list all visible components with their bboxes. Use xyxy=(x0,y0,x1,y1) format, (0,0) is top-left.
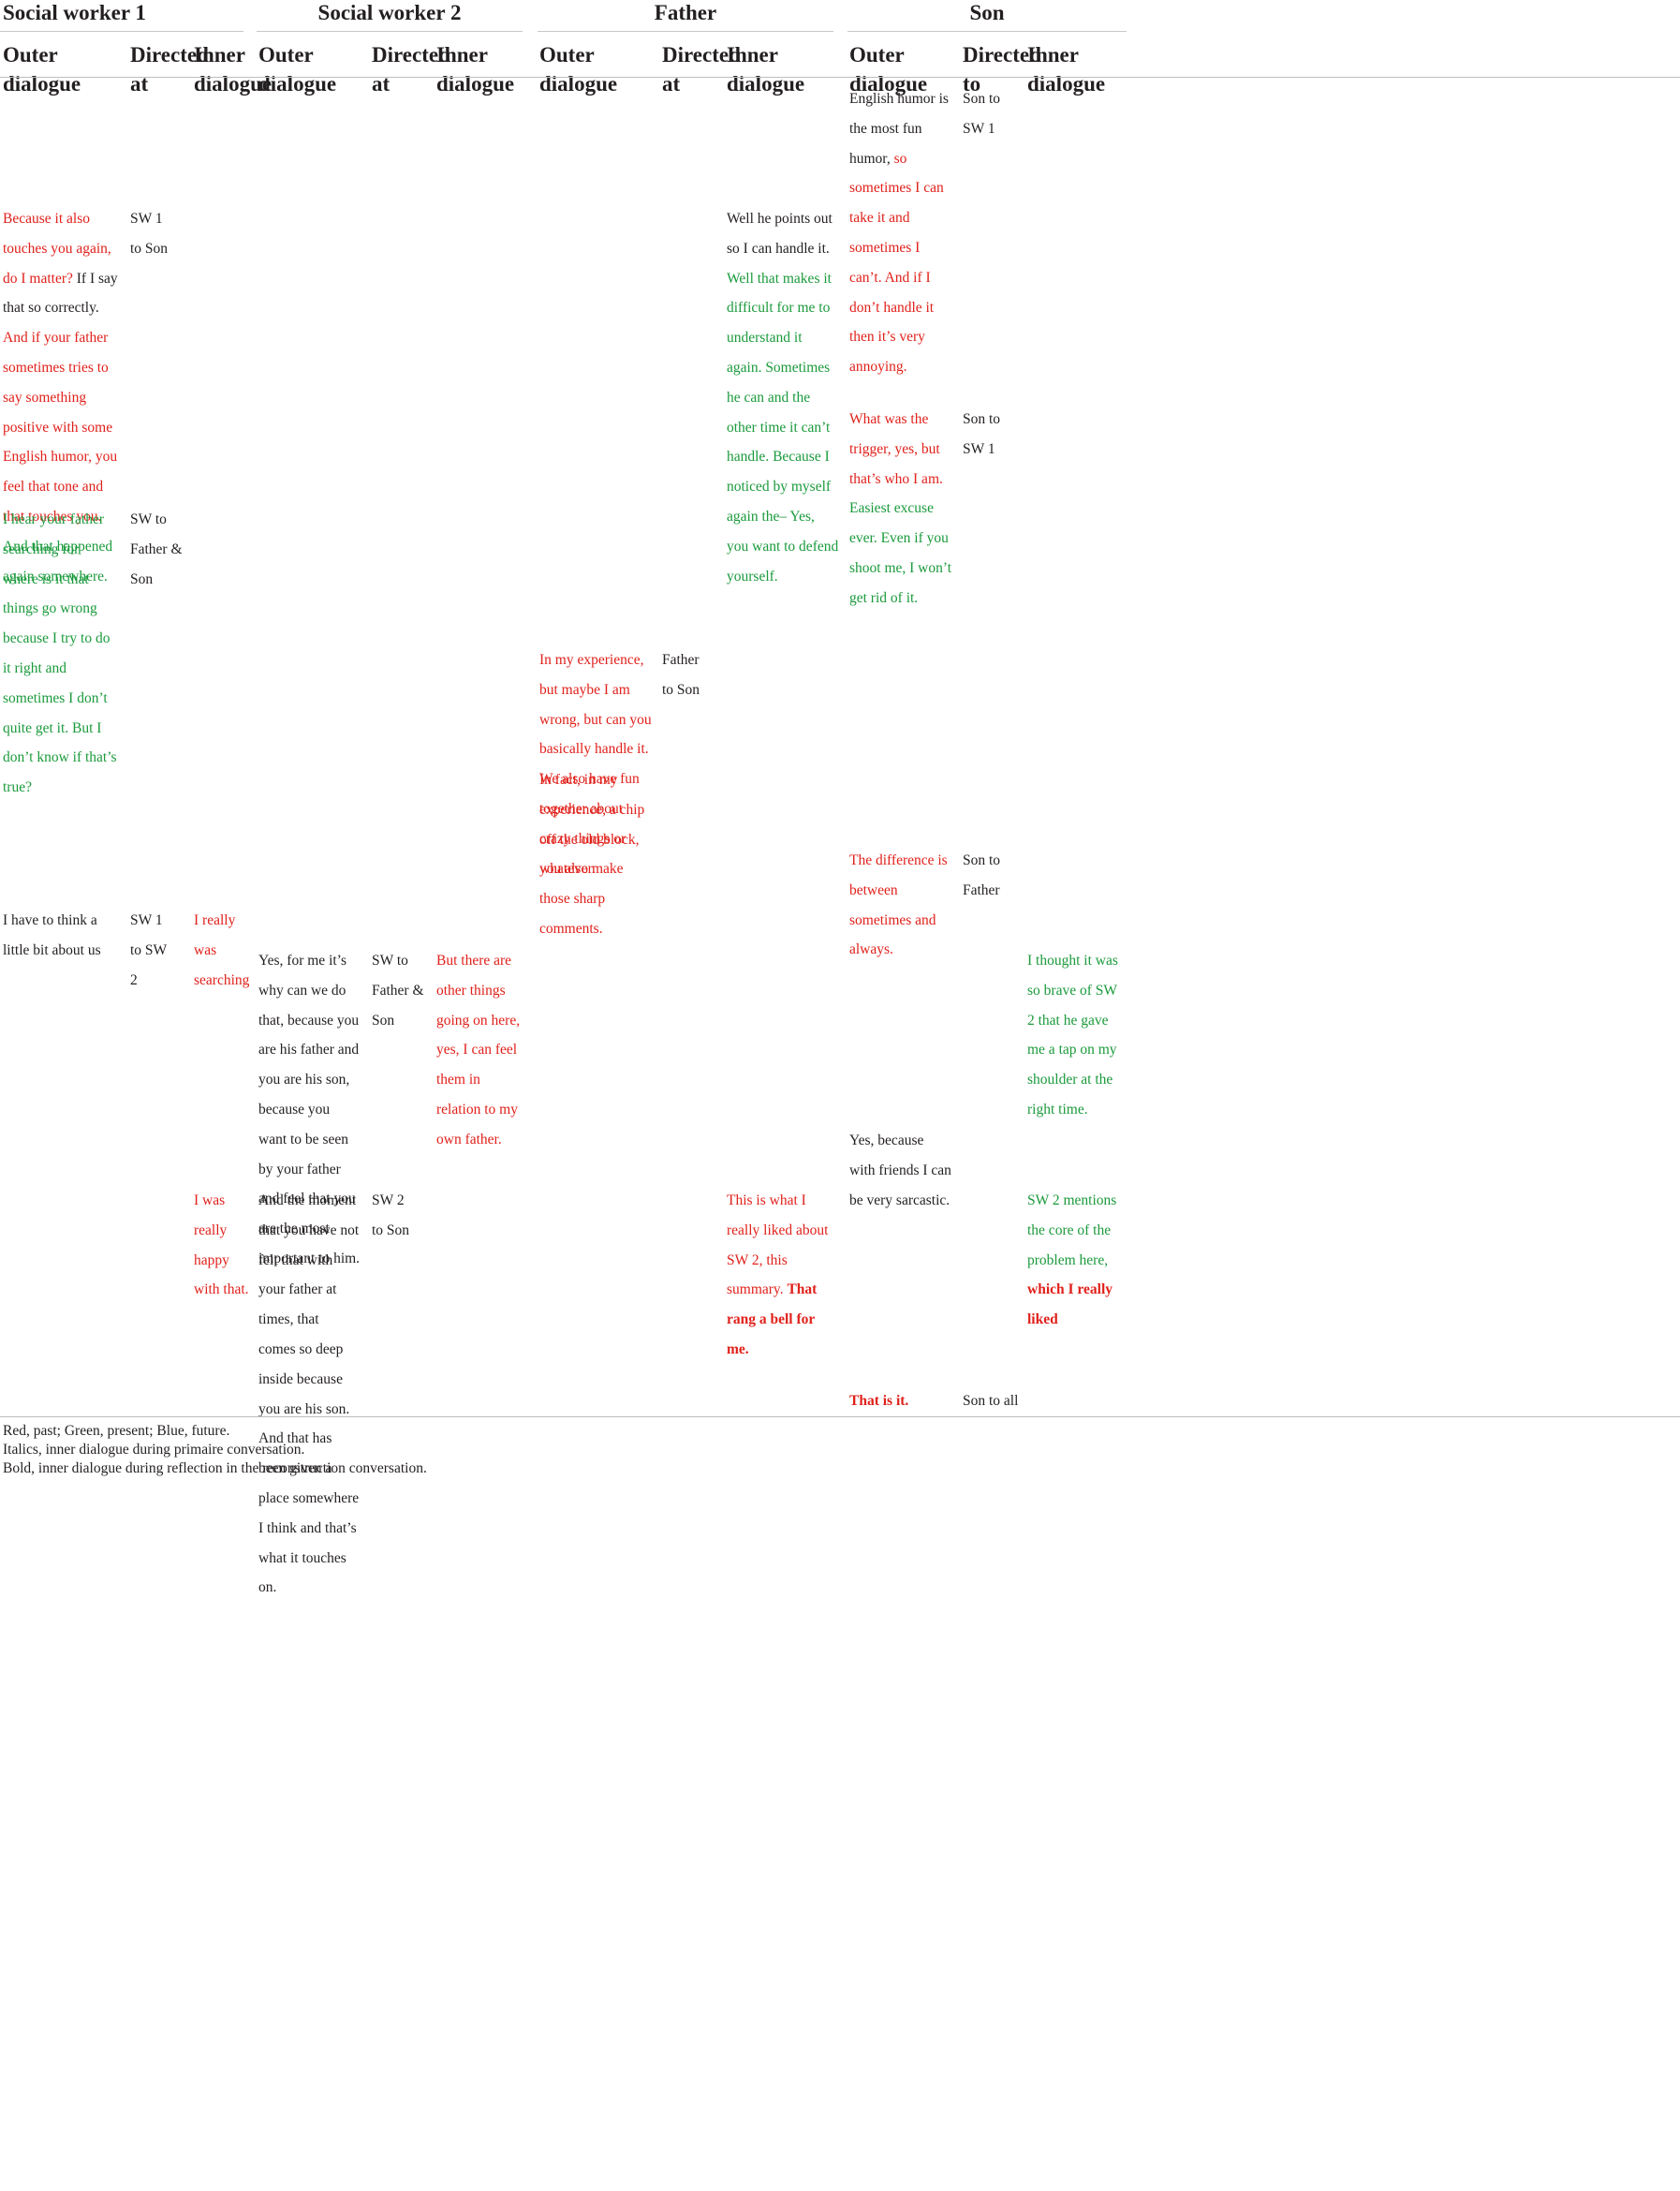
text-run: This is what I really liked about SW 2, … xyxy=(727,1192,829,1298)
r6-son-directed: Son to Father xyxy=(963,852,1001,898)
text-run: Yes, because with friends I can be very … xyxy=(849,1133,951,1208)
text-run: I really was searching xyxy=(194,912,250,988)
col-father-directed: Directed at xyxy=(662,43,741,96)
r8-sw2-inner: But there are other things going on here… xyxy=(436,946,523,1155)
text-run: I was really happy with that. xyxy=(194,1192,249,1298)
col-father-inner: Inner dialogue xyxy=(727,43,805,96)
text-run: Well that makes it difficult for me to u… xyxy=(727,270,839,585)
footnote-colors: Red, past; Green, present; Blue, future. xyxy=(3,1423,230,1439)
r2-sw1-outer: Because it also touches you again, do I … xyxy=(3,204,119,591)
col-sw1-outer: Outer dialogue xyxy=(3,43,81,96)
text-run: Because it also touches you again, do I … xyxy=(3,211,111,287)
r8-son-inner: I thought it was so brave of SW 2 that h… xyxy=(1027,946,1125,1125)
text-run: But there are other things going on here… xyxy=(436,953,521,1147)
group-header-father: Father xyxy=(654,1,717,24)
r5-father-outer-continued: In fact, in my experience, a chip off th… xyxy=(539,765,652,944)
text-run: That rang a bell for me. xyxy=(727,1281,818,1357)
r4-sw1-directed: SW to Father & Son xyxy=(130,511,183,587)
group-header-son: Son xyxy=(969,1,1005,24)
text-run: which I really liked xyxy=(1027,1281,1113,1328)
text-run: The difference is between sometimes and … xyxy=(849,852,948,958)
header-bottom-rule xyxy=(0,77,1680,78)
col-father-outer: Outer dialogue xyxy=(539,43,618,96)
r3-son-directed: Son to SW 1 xyxy=(963,411,1001,457)
r10-sw1-inner: I was really happy with that. xyxy=(194,1186,254,1305)
r2-father-inner: Well he points out so I can handle it. W… xyxy=(727,204,839,591)
r8-sw2-outer: Yes, for me it’s why can we do that, bec… xyxy=(258,946,361,1274)
r6-son-outer: The difference is between sometimes and … xyxy=(849,846,952,965)
text-run: In my experience, but maybe I am wrong, … xyxy=(539,652,652,877)
r2-sw1-directed: SW 1 to Son xyxy=(130,211,169,257)
r7-sw1-inner: I really was searching xyxy=(194,906,256,995)
text-run: I thought it was so brave of SW 2 that h… xyxy=(1027,953,1118,1118)
r11-son-directed: Son to all xyxy=(963,1393,1019,1409)
r1-son-directed: Son to SW 1 xyxy=(963,91,1001,137)
group-underline-father xyxy=(538,31,833,32)
text-run: And the moment that you have not felt th… xyxy=(258,1192,360,1596)
text-run: Easiest excuse ever. Even if you shoot m… xyxy=(849,500,952,606)
text-run: English humor is the most fun humor, xyxy=(849,91,949,167)
text-run: That is it. xyxy=(849,1393,909,1409)
text-run: I have to think a little bit about us xyxy=(3,912,101,958)
r3-son-outer: What was the trigger, yes, but that’s wh… xyxy=(849,405,952,614)
text-run: so sometimes I can take it and sometimes… xyxy=(849,150,944,376)
text-run: I hear your father searching for where i… xyxy=(3,511,117,796)
text-run: And if your father sometimes tries to sa… xyxy=(3,330,118,525)
col-sw2-inner: Inner dialogue xyxy=(436,43,515,96)
col-sw2-outer: Outer dialogue xyxy=(258,43,337,96)
group-underline-social-worker-1 xyxy=(0,31,243,32)
col-son-outer: Outer dialogue xyxy=(849,43,928,96)
text-run: In fact, in my experience, a chip off th… xyxy=(539,772,645,937)
r10-sw2-outer: And the moment that you have not felt th… xyxy=(258,1186,360,1603)
table-bottom-rule xyxy=(0,1416,1680,1417)
text-run: Yes, for me it’s why can we do that, bec… xyxy=(258,953,361,1266)
group-underline-son xyxy=(847,31,1127,32)
r8-sw2-directed: SW to Father & Son xyxy=(372,953,424,1029)
col-sw1-directed: Directed at xyxy=(130,43,209,96)
text-run: SW 2 mentions the core of the problem he… xyxy=(1027,1192,1117,1268)
r11-son-outer: That is it. xyxy=(849,1386,952,1416)
col-sw2-directed: Directed at xyxy=(372,43,450,96)
group-header-social-worker-2: Social worker 2 xyxy=(317,1,462,24)
group-underline-social-worker-2 xyxy=(257,31,523,32)
r5-father-outer: In my experience, but maybe I am wrong, … xyxy=(539,645,652,883)
text-run: Well he points out so I can handle it. xyxy=(727,211,833,257)
r9-son-outer: Yes, because with friends I can be very … xyxy=(849,1126,952,1215)
col-sw1-inner: Inner dialogue xyxy=(194,43,273,96)
r1-son-outer: English humor is the most fun humor, so … xyxy=(849,84,952,382)
r7-sw1-directed: SW 1 to SW 2 xyxy=(130,912,167,988)
group-header-social-worker-1: Social worker 1 xyxy=(3,1,146,24)
r10-sw2-directed: SW 2 to Son xyxy=(372,1192,410,1238)
r4-sw1-outer: I hear your father searching for where i… xyxy=(3,505,117,803)
text-run: If I say that so correctly. xyxy=(3,270,118,317)
r5-father-directed: Father to Son xyxy=(662,652,700,698)
text-run: And that happened again somewhere. xyxy=(3,538,113,585)
footnote-italics: Italics, inner dialogue during primaire … xyxy=(3,1442,305,1458)
footnote-bold: Bold, inner dialogue during reflection i… xyxy=(3,1460,427,1476)
r10-son-inner: SW 2 mentions the core of the problem he… xyxy=(1027,1186,1125,1335)
r7-sw1-outer: I have to think a little bit about us xyxy=(3,906,119,966)
r10-father-inner: This is what I really liked about SW 2, … xyxy=(727,1186,839,1365)
text-run: What was the trigger, yes, but that’s wh… xyxy=(849,411,943,487)
col-son-inner: Inner dialogue xyxy=(1027,43,1106,96)
